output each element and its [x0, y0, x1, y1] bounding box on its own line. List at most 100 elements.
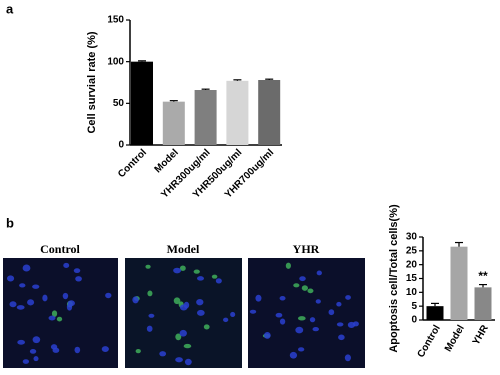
cell — [249, 309, 257, 314]
cell — [196, 276, 205, 281]
cell — [62, 292, 69, 300]
image-label: Model — [167, 242, 200, 256]
cell — [32, 336, 41, 344]
cell — [203, 324, 210, 330]
cell — [307, 288, 314, 294]
annotation: ** — [478, 269, 488, 283]
cell — [175, 333, 182, 341]
cell — [179, 304, 188, 311]
cell — [63, 262, 70, 268]
cell — [315, 299, 321, 304]
cell — [285, 262, 291, 269]
cell — [22, 264, 31, 272]
cell — [215, 278, 222, 284]
y-tick-label: 30 — [406, 232, 418, 243]
cell — [336, 301, 342, 307]
cell — [352, 321, 359, 327]
x-tick-label: Model — [443, 323, 467, 354]
cell — [146, 325, 153, 332]
cell — [289, 351, 298, 359]
y-tick-label: 0 — [411, 315, 417, 326]
cell — [223, 317, 229, 323]
micrograph — [248, 258, 365, 368]
cell — [297, 316, 306, 321]
cell — [196, 298, 204, 306]
cell — [101, 346, 109, 352]
y-tick-label: 15 — [406, 273, 418, 284]
cell — [293, 283, 300, 288]
cell — [255, 294, 262, 302]
cell — [328, 309, 335, 316]
cell — [193, 269, 200, 274]
x-tick-label: Control — [416, 323, 443, 359]
cell — [295, 326, 304, 334]
cell — [27, 299, 35, 306]
cell — [173, 297, 181, 305]
bar — [131, 61, 153, 145]
cell — [74, 346, 81, 354]
y-tick-label: 20 — [406, 259, 418, 270]
bar — [426, 306, 444, 320]
cell — [297, 347, 305, 352]
cell — [7, 275, 15, 282]
cell — [75, 276, 82, 282]
cell — [179, 329, 187, 337]
bar — [226, 80, 249, 145]
bar — [474, 287, 492, 320]
cell — [56, 316, 63, 322]
cell — [275, 312, 283, 318]
cell — [279, 296, 286, 301]
cell — [179, 265, 186, 271]
cell — [9, 301, 17, 308]
x-tick-label: YHR — [471, 323, 491, 347]
y-axis-label: Apoptosis cell/Total cells(%) — [388, 204, 400, 353]
y-axis-label: Cell survial rate (%) — [86, 31, 98, 133]
x-tick-label: Model — [153, 147, 181, 175]
y-tick-label: 0 — [118, 140, 124, 151]
cell — [17, 339, 25, 345]
cell — [66, 303, 73, 311]
cell — [51, 310, 58, 317]
cell — [48, 315, 56, 321]
cell — [316, 270, 322, 276]
cell — [135, 349, 141, 354]
image-label: YHR — [293, 242, 320, 256]
bar — [258, 80, 281, 145]
cell — [52, 347, 60, 353]
x-tick-label: Control — [116, 147, 149, 180]
cell — [105, 292, 112, 299]
cell — [148, 313, 155, 318]
cell — [175, 357, 183, 363]
cell — [147, 290, 153, 297]
cell — [42, 294, 48, 302]
cell — [344, 354, 351, 362]
micrograph — [125, 258, 242, 368]
cell — [279, 318, 286, 325]
cell — [183, 343, 192, 349]
micrographs — [3, 258, 365, 368]
cell — [196, 309, 205, 316]
cell — [301, 285, 308, 291]
cell — [32, 284, 40, 289]
y-tick-label: 100 — [107, 56, 124, 67]
cell — [345, 295, 351, 300]
y-tick-label: 10 — [406, 287, 418, 298]
cell — [211, 274, 218, 279]
cell — [19, 283, 26, 288]
bar — [194, 90, 217, 145]
cell — [299, 276, 306, 282]
bar — [162, 101, 185, 145]
cell — [263, 331, 271, 339]
micrograph — [3, 258, 118, 368]
cell — [73, 268, 81, 274]
panel-label: a — [6, 1, 14, 16]
bar — [450, 246, 468, 320]
y-tick-label: 150 — [107, 15, 124, 26]
cell — [312, 326, 319, 332]
cell — [230, 311, 236, 318]
cell — [145, 264, 151, 269]
cell — [184, 358, 192, 366]
y-tick-label: 5 — [411, 301, 417, 312]
cell — [338, 334, 345, 341]
